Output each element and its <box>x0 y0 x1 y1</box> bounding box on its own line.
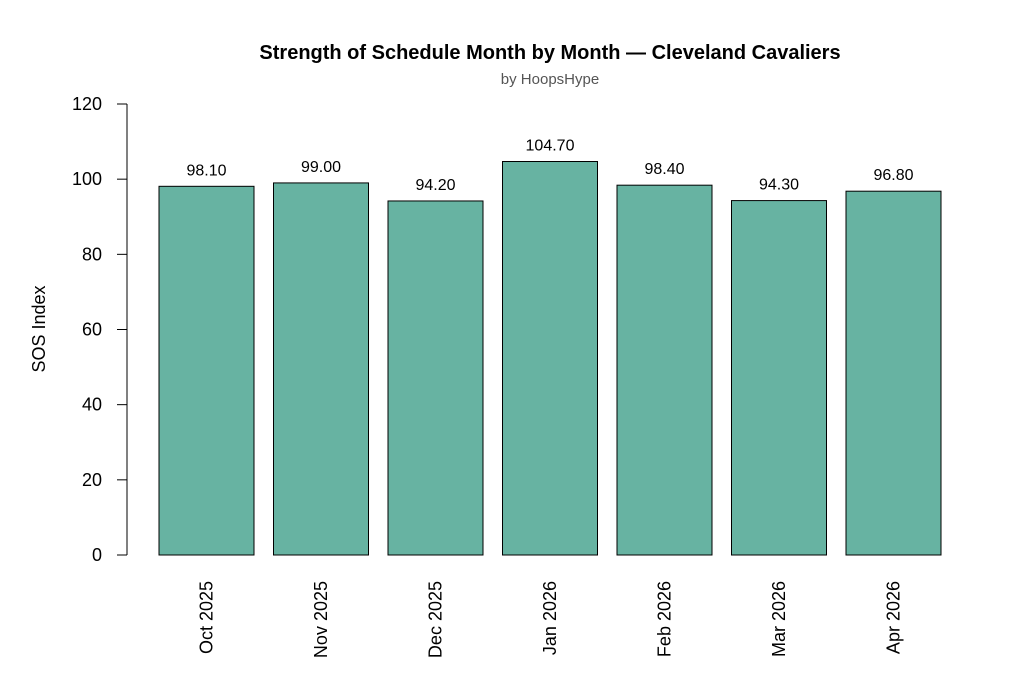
bar <box>502 161 598 556</box>
bar <box>845 190 942 556</box>
x-category-label: Jan 2026 <box>540 581 560 655</box>
data-labels-group: 98.10 99.00 94.20 104.70 98.40 94.30 96.80 <box>186 138 913 194</box>
bar-data-label: 99.00 <box>301 159 341 176</box>
bar-data-label: 94.20 <box>415 177 455 194</box>
bar-data-label: 104.70 <box>526 138 575 155</box>
bar-data-label: 94.30 <box>759 177 799 194</box>
chart-title: Strength of Schedule Month by Month — Cl… <box>259 42 840 64</box>
bar <box>158 185 255 556</box>
y-tick-label: 80 <box>82 244 102 264</box>
x-category-label: Feb 2026 <box>655 581 675 657</box>
chart-subtitle: by HoopsHype <box>501 71 599 88</box>
category-labels-group: Oct 2025 Nov 2025 Dec 2025 Jan 2026 Feb 2026… <box>197 581 904 658</box>
x-category-label: Nov 2025 <box>311 581 331 658</box>
bar-data-label: 98.40 <box>644 161 684 178</box>
x-category-label: Apr 2026 <box>884 581 904 654</box>
y-tick-label: 120 <box>72 94 102 114</box>
bar-data-label: 96.80 <box>873 167 913 184</box>
bars-group <box>158 161 942 556</box>
x-category-label: Dec 2025 <box>426 581 446 658</box>
bar <box>616 184 713 556</box>
y-tick-label: 40 <box>82 395 102 415</box>
x-category-label: Mar 2026 <box>769 581 789 657</box>
bar-data-label: 98.10 <box>186 162 226 179</box>
y-tick-label: 100 <box>72 169 102 189</box>
bar <box>387 200 484 556</box>
y-tick-label: 20 <box>82 470 102 490</box>
y-axis: 0 20 40 60 80 100 120 <box>72 94 128 565</box>
x-category-label: Oct 2025 <box>197 581 217 654</box>
y-tick-label: 0 <box>92 545 102 565</box>
y-tick-label: 60 <box>82 320 102 340</box>
bar <box>273 182 369 556</box>
y-axis-title: SOS Index <box>29 285 49 372</box>
bar <box>731 200 827 556</box>
